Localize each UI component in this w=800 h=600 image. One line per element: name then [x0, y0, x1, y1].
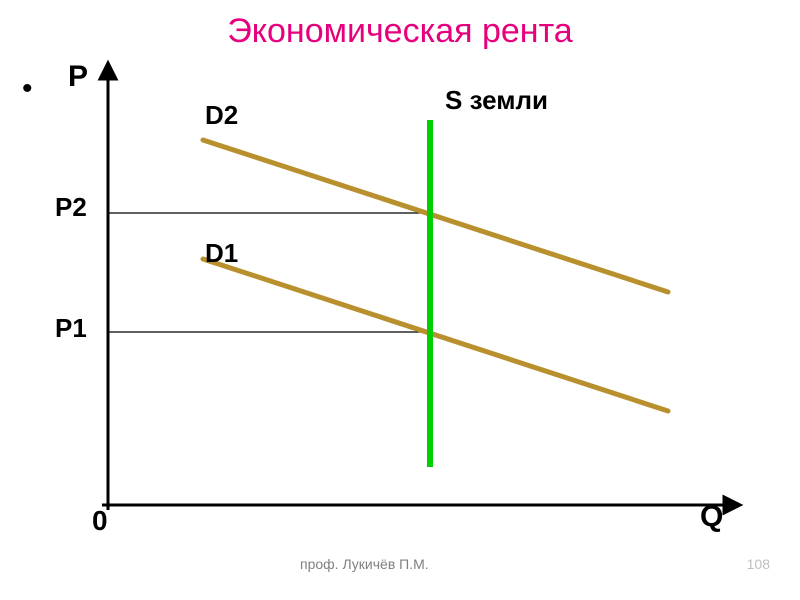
demand-d1-line	[203, 259, 668, 411]
d1-label: D1	[205, 238, 238, 269]
slide: Экономическая рента • P Q 0 S земли D2 D…	[0, 0, 800, 600]
demand-d2-line	[203, 140, 668, 292]
p2-label: P2	[55, 192, 87, 223]
origin-label: 0	[92, 505, 108, 537]
page-number: 108	[747, 556, 770, 572]
y-axis-label: P	[68, 60, 88, 94]
supply-label: S земли	[445, 85, 548, 116]
p1-label: P1	[55, 313, 87, 344]
economic-rent-chart	[0, 0, 800, 600]
d2-label: D2	[205, 100, 238, 131]
footer-author: проф. Лукичёв П.М.	[300, 556, 429, 572]
x-axis-label: Q	[700, 500, 723, 534]
